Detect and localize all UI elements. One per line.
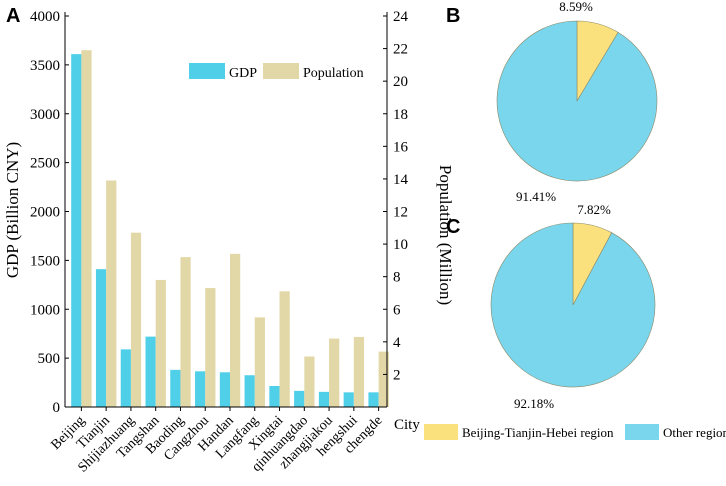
left-tick-label-1500: 1500 [30, 253, 60, 269]
bar-population-qinhuangdao [304, 356, 315, 407]
bar-population-langfang [254, 317, 265, 407]
left-tick-label-0: 0 [53, 400, 61, 416]
bar-population-shijiazhuang [130, 232, 142, 407]
y-axis-title: GDP (Billion CNY) [3, 142, 22, 278]
pie-b-slices [496, 20, 658, 182]
pie-legend-label-other: Other region [663, 425, 726, 440]
bar-gdp-handan [219, 372, 230, 407]
pie-b-label-other: 91.41% [516, 189, 556, 204]
bar-gdp-shijiazhuang [120, 349, 131, 407]
left-tick-label-3500: 3500 [30, 58, 60, 74]
bar-population-zhangjiakou [329, 338, 340, 407]
pie-chart-panel-b: B 8.59% 91.41% [446, 0, 658, 204]
bar-population-tangshan [155, 279, 166, 407]
bar-population-xingtai [279, 291, 290, 407]
right-tick-label-18: 18 [393, 107, 408, 123]
pie-legend-label-bth: Beijing-Tianjin-Hebei region [462, 425, 614, 440]
bar-gdp-xingtai [269, 385, 280, 407]
panel-label-a: A [6, 5, 20, 27]
bar-population-chengde [378, 351, 389, 407]
left-tick-label-500: 500 [38, 351, 61, 367]
right-tick-label-8: 8 [393, 270, 401, 286]
pie-slice-other-region [490, 222, 656, 388]
legend-label-gdp: GDP [229, 66, 257, 81]
left-tick-group: 0 500 1000 1500 2000 2500 3000 3500 4000 [30, 9, 69, 416]
pie-chart-panel-c: C 7.82% 92.18% [446, 202, 656, 411]
bar-population-beijing [81, 50, 92, 408]
legend-swatch-gdp [189, 63, 225, 79]
pie-c-label-other: 92.18% [514, 396, 554, 411]
bars-group [71, 50, 389, 408]
right-tick-label-14: 14 [393, 172, 409, 188]
pie-legend-swatch-bth [424, 424, 458, 440]
pie-c-slices [490, 222, 656, 388]
left-tick-label-3000: 3000 [30, 107, 60, 123]
right-tick-label-4: 4 [393, 335, 401, 351]
bar-legend: GDP Population [189, 63, 364, 81]
bar-gdp-baoding [170, 369, 181, 407]
y2-axis-title: Population (Million) [436, 165, 455, 305]
left-tick-label-1000: 1000 [30, 302, 60, 318]
right-tick-label-10: 10 [393, 237, 408, 253]
pie-c-label-bth: 7.82% [577, 202, 611, 217]
pie-slice-other-region [496, 20, 658, 182]
bar-gdp-zhangjiakou [318, 391, 330, 407]
bar-population-tianjin [106, 180, 117, 407]
bar-population-baoding [180, 257, 191, 407]
x-tick-group: BeijingTianjinShijiazhuangTangshanBaodin… [48, 407, 385, 476]
right-tick-label-20: 20 [393, 74, 408, 90]
right-tick-label-16: 16 [393, 139, 409, 155]
left-tick-label-4000: 4000 [30, 9, 60, 25]
panel-label-c: C [446, 216, 460, 238]
left-tick-label-2500: 2500 [30, 156, 60, 172]
right-tick-label-2: 2 [393, 367, 401, 383]
left-tick-label-2000: 2000 [30, 205, 60, 221]
bar-gdp-langfang [244, 375, 255, 407]
bar-gdp-cangzhou [195, 371, 206, 407]
bar-population-handan [230, 253, 241, 407]
pie-legend: Beijing-Tianjin-Hebei region Other regio… [424, 424, 726, 440]
right-tick-label-24: 24 [393, 9, 409, 25]
bar-gdp-beijing [71, 54, 82, 408]
pie-legend-swatch-other [625, 424, 659, 440]
x-axis-title: City [394, 417, 420, 433]
panel-label-b: B [446, 5, 460, 27]
bar-gdp-tianjin [95, 269, 107, 407]
right-tick-label-6: 6 [393, 302, 401, 318]
bar-gdp-qinhuangdao [294, 390, 305, 407]
legend-swatch-population [263, 63, 299, 79]
pie-b-label-bth: 8.59% [559, 0, 593, 14]
bar-gdp-hengshui [343, 392, 354, 407]
right-tick-label-22: 22 [393, 42, 408, 58]
legend-label-population: Population [303, 66, 364, 81]
bar-gdp-tangshan [145, 336, 156, 407]
bar-population-cangzhou [205, 288, 216, 407]
bar-population-hengshui [353, 336, 365, 407]
bar-gdp-chengde [368, 392, 379, 407]
right-tick-label-12: 12 [393, 205, 408, 221]
